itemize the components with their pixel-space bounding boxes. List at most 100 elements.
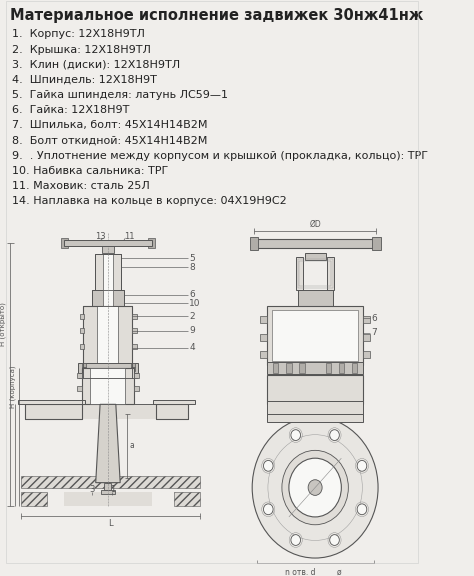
Text: 5.  Гайка шпинделя: латунь ЛС59—1: 5. Гайка шпинделя: латунь ЛС59—1 xyxy=(12,90,228,100)
Bar xyxy=(64,240,152,246)
Circle shape xyxy=(252,417,378,558)
Circle shape xyxy=(357,460,367,471)
Circle shape xyxy=(264,460,273,471)
Bar xyxy=(82,363,86,367)
Bar xyxy=(82,368,134,404)
Text: 14. Наплавка на кольце в корпусе: 04Х19Н9С2: 14. Наплавка на кольце в корпусе: 04Х19Н… xyxy=(12,196,287,206)
Text: 9.  . Уплотнение между корпусом и крышкой (прокладка, кольцо): ТРГ: 9. . Уплотнение между корпусом и крышкой… xyxy=(12,151,428,161)
Bar xyxy=(260,316,267,323)
Bar xyxy=(98,306,118,368)
Text: 13: 13 xyxy=(95,233,105,241)
Bar xyxy=(273,363,278,373)
Bar xyxy=(64,492,152,506)
Bar xyxy=(82,367,86,371)
Bar xyxy=(91,395,98,404)
Bar xyxy=(328,257,334,290)
Text: H (корпуса): H (корпуса) xyxy=(9,365,16,408)
Text: H (открытo): H (открытo) xyxy=(0,302,6,346)
Circle shape xyxy=(289,458,341,517)
Bar xyxy=(272,310,358,361)
Bar xyxy=(267,362,363,374)
Bar xyxy=(131,363,135,367)
Circle shape xyxy=(264,504,273,515)
Text: 7.  Шпилька, болт: 45Х14Н14В2М: 7. Шпилька, болт: 45Х14Н14В2М xyxy=(12,120,207,130)
Bar xyxy=(18,400,85,404)
Bar xyxy=(296,257,303,290)
Bar xyxy=(363,334,370,340)
Text: n отв. d: n отв. d xyxy=(284,568,315,576)
Bar xyxy=(20,476,200,487)
Bar xyxy=(132,328,137,333)
Bar xyxy=(260,351,267,358)
Bar xyxy=(298,259,333,288)
Bar xyxy=(267,306,363,365)
Bar xyxy=(92,290,124,306)
Bar xyxy=(61,238,68,248)
Circle shape xyxy=(291,430,301,441)
Text: 6: 6 xyxy=(189,290,195,299)
Bar xyxy=(300,262,331,286)
Circle shape xyxy=(357,504,367,515)
Text: 8.  Болт откидной: 45Х14Н14В2М: 8. Болт откидной: 45Х14Н14В2М xyxy=(12,135,207,146)
Text: Материальное исполнение задвижек 30нж41нж: Материальное исполнение задвижек 30нж41н… xyxy=(10,8,423,23)
Text: 9: 9 xyxy=(189,327,195,335)
Text: ø: ø xyxy=(337,568,342,576)
Text: 10: 10 xyxy=(189,299,201,308)
Text: 4.  Шпиндель: 12Х18Н9Т: 4. Шпиндель: 12Х18Н9Т xyxy=(12,75,157,85)
Bar xyxy=(118,395,126,404)
Circle shape xyxy=(291,535,301,545)
Text: 11. Маховик: сталь 25Л: 11. Маховик: сталь 25Л xyxy=(12,181,149,191)
Text: 6: 6 xyxy=(371,314,377,323)
Text: 3.  Клин (диски): 12Х18Н9ТЛ: 3. Клин (диски): 12Х18Н9ТЛ xyxy=(12,60,180,70)
Bar xyxy=(260,334,267,340)
Text: 7: 7 xyxy=(371,328,377,338)
Text: 2.  Крышка: 12Х18Н9ТЛ: 2. Крышка: 12Х18Н9ТЛ xyxy=(12,44,151,55)
Bar xyxy=(104,483,111,491)
Bar xyxy=(286,363,292,373)
Bar xyxy=(132,344,137,348)
Bar xyxy=(91,368,126,404)
Bar xyxy=(134,373,138,378)
Text: 5: 5 xyxy=(189,254,195,263)
Text: ØD: ØD xyxy=(309,220,321,229)
Bar xyxy=(80,328,84,333)
Text: 2: 2 xyxy=(189,312,195,321)
Bar xyxy=(80,314,84,319)
Bar xyxy=(101,491,115,494)
Bar xyxy=(95,253,121,290)
Bar xyxy=(103,290,113,306)
Bar xyxy=(267,401,363,419)
Text: 8: 8 xyxy=(189,263,195,272)
Bar xyxy=(372,237,381,249)
Bar xyxy=(80,344,84,348)
Bar xyxy=(148,238,155,248)
Bar xyxy=(100,404,116,444)
Bar xyxy=(77,386,82,391)
Bar xyxy=(103,253,113,290)
Bar xyxy=(83,306,132,368)
Bar xyxy=(102,241,114,253)
Text: 11: 11 xyxy=(124,233,134,241)
Bar xyxy=(83,306,132,368)
Bar xyxy=(363,351,370,358)
Text: 1: 1 xyxy=(109,485,115,494)
Text: 1.  Корпус: 12Х18Н9ТЛ: 1. Корпус: 12Х18Н9ТЛ xyxy=(12,29,145,39)
Bar xyxy=(103,306,113,397)
Bar xyxy=(352,363,357,373)
Bar xyxy=(250,237,258,249)
Text: 3: 3 xyxy=(90,485,95,494)
Text: 6.  Гайка: 12Х18Н9Т: 6. Гайка: 12Х18Н9Т xyxy=(12,105,129,115)
Bar xyxy=(305,253,326,260)
Bar xyxy=(298,290,333,306)
Bar xyxy=(20,492,47,506)
Circle shape xyxy=(308,480,322,495)
Text: 4: 4 xyxy=(189,343,195,352)
Bar xyxy=(326,363,331,373)
Polygon shape xyxy=(96,404,120,483)
Text: 10. Набивка сальника: ТРГ: 10. Набивка сальника: ТРГ xyxy=(12,166,168,176)
Bar xyxy=(153,400,195,404)
Bar xyxy=(267,375,363,404)
Bar xyxy=(78,363,137,373)
Bar xyxy=(77,373,82,378)
Bar xyxy=(134,386,138,391)
